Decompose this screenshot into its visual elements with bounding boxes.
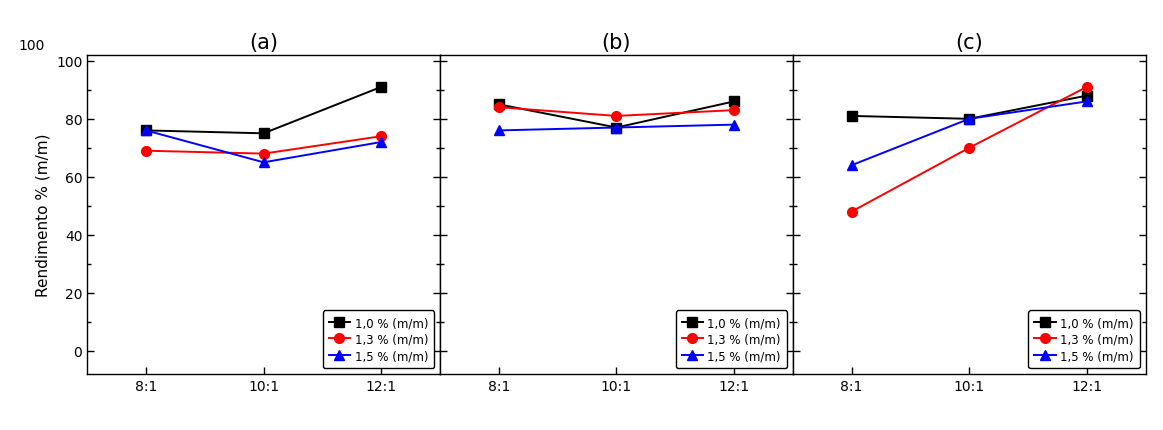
1,5 % (m/m) xyxy=(962,117,976,122)
Line: 1,3 % (m/m): 1,3 % (m/m) xyxy=(847,83,1092,217)
1,5 % (m/m) xyxy=(1079,100,1093,105)
1,0 % (m/m) xyxy=(1079,94,1093,99)
1,3 % (m/m) xyxy=(374,134,388,139)
Line: 1,0 % (m/m): 1,0 % (m/m) xyxy=(141,83,386,139)
Title: (a): (a) xyxy=(249,33,278,53)
1,5 % (m/m) xyxy=(257,160,271,166)
Legend: 1,0 % (m/m), 1,3 % (m/m), 1,5 % (m/m): 1,0 % (m/m), 1,3 % (m/m), 1,5 % (m/m) xyxy=(676,310,787,368)
1,0 % (m/m) xyxy=(257,132,271,137)
1,5 % (m/m) xyxy=(609,126,623,131)
1,3 % (m/m) xyxy=(140,149,154,154)
Line: 1,3 % (m/m): 1,3 % (m/m) xyxy=(141,132,386,159)
1,0 % (m/m) xyxy=(140,129,154,134)
1,3 % (m/m) xyxy=(609,114,623,119)
1,0 % (m/m) xyxy=(844,114,858,119)
Legend: 1,0 % (m/m), 1,3 % (m/m), 1,5 % (m/m): 1,0 % (m/m), 1,3 % (m/m), 1,5 % (m/m) xyxy=(323,310,434,368)
1,0 % (m/m) xyxy=(374,85,388,90)
Legend: 1,0 % (m/m), 1,3 % (m/m), 1,5 % (m/m): 1,0 % (m/m), 1,3 % (m/m), 1,5 % (m/m) xyxy=(1028,310,1140,368)
Line: 1,0 % (m/m): 1,0 % (m/m) xyxy=(847,92,1092,124)
1,3 % (m/m) xyxy=(962,146,976,151)
Title: (c): (c) xyxy=(955,33,983,53)
1,5 % (m/m) xyxy=(140,129,154,134)
1,3 % (m/m) xyxy=(727,108,741,114)
Line: 1,5 % (m/m): 1,5 % (m/m) xyxy=(141,126,386,168)
Y-axis label: Rendimento % (m/m): Rendimento % (m/m) xyxy=(35,133,50,297)
Line: 1,3 % (m/m): 1,3 % (m/m) xyxy=(494,103,739,122)
Text: 100: 100 xyxy=(19,39,45,53)
1,5 % (m/m) xyxy=(727,123,741,128)
Line: 1,5 % (m/m): 1,5 % (m/m) xyxy=(847,97,1092,171)
Line: 1,0 % (m/m): 1,0 % (m/m) xyxy=(494,97,739,133)
1,3 % (m/m) xyxy=(1079,85,1093,90)
1,3 % (m/m) xyxy=(844,209,858,215)
1,5 % (m/m) xyxy=(844,163,858,169)
1,0 % (m/m) xyxy=(492,102,506,108)
1,0 % (m/m) xyxy=(609,126,623,131)
1,5 % (m/m) xyxy=(374,140,388,145)
Title: (b): (b) xyxy=(601,33,632,53)
1,0 % (m/m) xyxy=(962,117,976,122)
1,3 % (m/m) xyxy=(257,152,271,157)
1,0 % (m/m) xyxy=(727,100,741,105)
1,5 % (m/m) xyxy=(492,129,506,134)
Line: 1,5 % (m/m): 1,5 % (m/m) xyxy=(494,120,739,136)
1,3 % (m/m) xyxy=(492,105,506,111)
